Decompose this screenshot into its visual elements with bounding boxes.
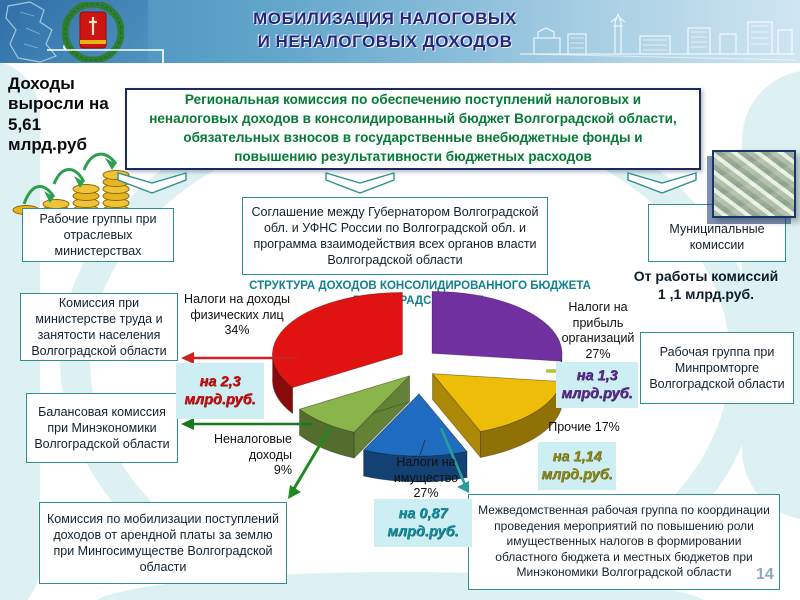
coins-growth-image [12,152,130,215]
badge-amount-other: на 1,14 млрд.руб. [538,442,616,490]
label-nontax: Неналоговые доходы 9% [213,432,292,478]
box-industry-working-groups: Рабочие группы при отраслевых министерст… [22,208,174,262]
box-land-rent-commission: Комиссия по мобилизации поступлений дохо… [39,502,287,584]
page-title-line2: И НЕНАЛОГОВЫХ ДОХОДОВ [257,31,513,51]
label-ndfl: Налоги на доходы физических лиц 34% [184,292,290,338]
label-profit-tax: Налоги на прибыль организаций 27% [561,300,635,361]
label-property-tax: Налоги на имущество 27% [393,455,459,501]
result-line2: 1 ,1 млрд.руб. [657,286,755,303]
page-title: МОБИЛИЗАЦИЯ НАЛОГОВЫХ И НЕНАЛОГОВЫХ ДОХО… [185,8,585,54]
commission-result-note: От работы комиссий 1 ,1 млрд.руб. [616,267,796,303]
box-minpromtorg-group: Рабочая группа при Минпромторге Волгогра… [640,332,794,404]
badge-amount-property: на 0,87 млрд.руб. [374,499,472,547]
box-agreement: Соглашение между Губернатором Волгоградс… [242,197,548,275]
page-title-line1: МОБИЛИЗАЦИЯ НАЛОГОВЫХ [253,9,517,28]
badge-amount-ndfl: на 2,3 млрд.руб. [176,363,264,419]
chart-title: СТРУКТУРА ДОХОДОВ КОНСОЛИДИРОВАННОГО БЮД… [249,280,591,307]
chevron-down-icon [325,172,395,194]
label-other: Прочие 17% [548,420,620,434]
coat-of-arms-icon [62,2,124,62]
badge-amount-profit: на 1,3 млрд.руб. [556,362,638,408]
box-labor-ministry-commission: Комиссия при министерстве труда и занято… [20,293,178,361]
revenue-growth-note: Доходы выросли на 5,61 млрд.руб [8,74,109,155]
header-banner: МОБИЛИЗАЦИЯ НАЛОГОВЫХ И НЕНАЛОГОВЫХ ДОХО… [0,0,800,74]
city-skyline-sketch [520,12,795,61]
box-balance-commission: Балансовая комиссия при Минэкономики Вол… [26,393,178,463]
page-number: 14 [756,566,774,583]
regional-commission-box: Региональная комиссия по обеспечению пос… [125,88,701,170]
chevron-down-icon [117,172,187,194]
banknotes-photo [712,150,796,218]
box-interdepartmental-group: Межведомственная рабочая группа по коорд… [468,494,780,590]
chevron-down-icon [627,172,697,194]
result-line1: От работы комиссий [633,268,779,284]
